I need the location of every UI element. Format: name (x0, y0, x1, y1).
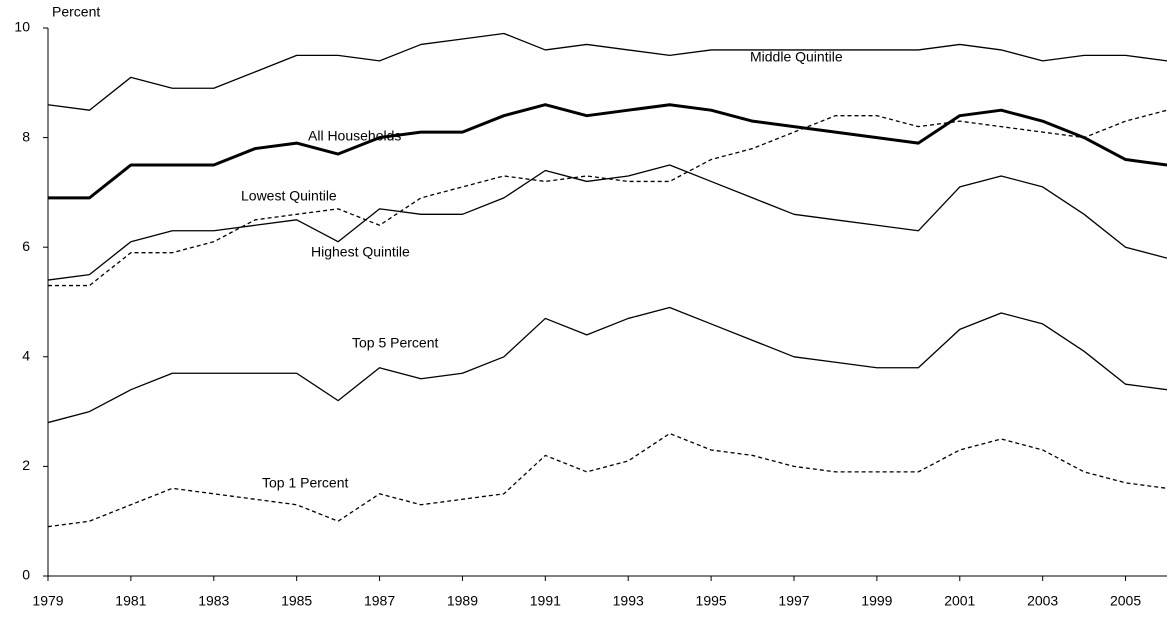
series-label: All Households (308, 128, 401, 144)
x-tick-label: 1987 (364, 593, 395, 609)
x-tick-label: 2001 (944, 593, 975, 609)
series-label: Middle Quintile (750, 49, 843, 65)
series-label: Lowest Quintile (241, 188, 337, 204)
series-line (48, 103, 1167, 200)
series-line (47, 306, 1167, 424)
series-line (47, 32, 1167, 111)
x-tick-label: 1993 (613, 593, 644, 609)
x-tick-label: 1983 (198, 593, 229, 609)
series-label: Highest Quintile (311, 244, 410, 260)
series-label: Top 1 Percent (262, 475, 348, 491)
series-line (48, 109, 1167, 287)
y-tick-label: 8 (22, 128, 30, 144)
series-line (47, 164, 1167, 281)
x-tick-label: 1995 (696, 593, 727, 609)
series-line (47, 432, 1167, 528)
x-tick-label: 1997 (778, 593, 809, 609)
x-tick-label: 1989 (447, 593, 478, 609)
series-label: Top 5 Percent (352, 335, 438, 351)
y-tick-label: 0 (22, 567, 30, 583)
y-axis-label: Percent (52, 4, 100, 20)
y-tick-label: 6 (22, 238, 30, 254)
x-tick-label: 1999 (861, 593, 892, 609)
y-tick-label: 10 (14, 19, 30, 35)
x-tick-label: 1979 (32, 593, 63, 609)
y-tick-label: 4 (22, 348, 30, 364)
x-tick-label: 2003 (1027, 593, 1058, 609)
x-tick-label: 2005 (1110, 593, 1141, 609)
y-tick-label: 2 (22, 457, 30, 473)
x-tick-label: 1985 (281, 593, 312, 609)
x-tick-label: 1981 (115, 593, 146, 609)
x-tick-label: 1991 (530, 593, 561, 609)
